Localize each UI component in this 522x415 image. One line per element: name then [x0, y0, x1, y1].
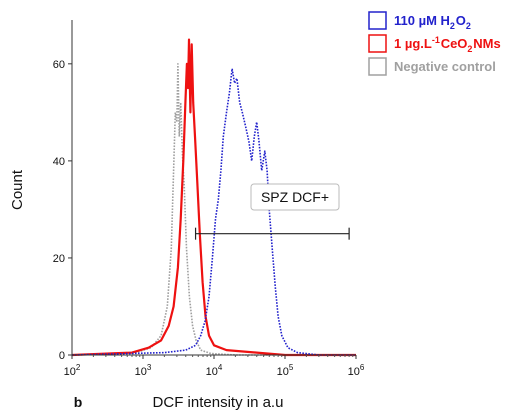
legend: 110 µM H2 O2 1 µg.L-1 CeO2 NMs Negative c… [368, 11, 501, 76]
gate-label-box [250, 183, 340, 211]
x-tick-label: 105 [277, 363, 294, 378]
legend-swatch-ceo2 [368, 34, 387, 53]
x-tick-label: 106 [348, 363, 365, 378]
y-axis-title: Count [9, 169, 26, 210]
gate-marker: SPZ DCF+ [194, 183, 350, 240]
x-ticks: 102 103 104 105 106 [64, 355, 365, 378]
legend-label-h2o2: 110 µM H2 O2 [394, 13, 471, 31]
legend-swatch-neg [368, 57, 387, 76]
series-line-ceo2 [71, 38, 356, 357]
legend-label-ceo2: 1 µg.L-1 CeO2 NMs [394, 35, 501, 54]
y-tick-label: 0 [59, 350, 65, 362]
legend-swatch-h2o2 [368, 11, 387, 30]
y-tick-label: 20 [53, 253, 65, 265]
x-tick-label: 102 [64, 363, 81, 378]
legend-label-neg: Negative control [394, 59, 496, 74]
panel-label: b [74, 394, 83, 410]
x-tick-label: 103 [135, 363, 152, 378]
series-layer [71, 38, 356, 357]
series-line-neg [71, 63, 356, 356]
series-line-h2o2 [71, 67, 356, 356]
x-axis-title: DCF intensity in a.u [153, 394, 284, 411]
y-tick-label: 40 [53, 156, 65, 168]
y-ticks: 0 20 40 60 [53, 59, 72, 362]
y-tick-label: 60 [53, 59, 65, 71]
x-tick-label: 104 [206, 363, 223, 378]
gate-label: SPZ DCF+ [261, 189, 329, 205]
